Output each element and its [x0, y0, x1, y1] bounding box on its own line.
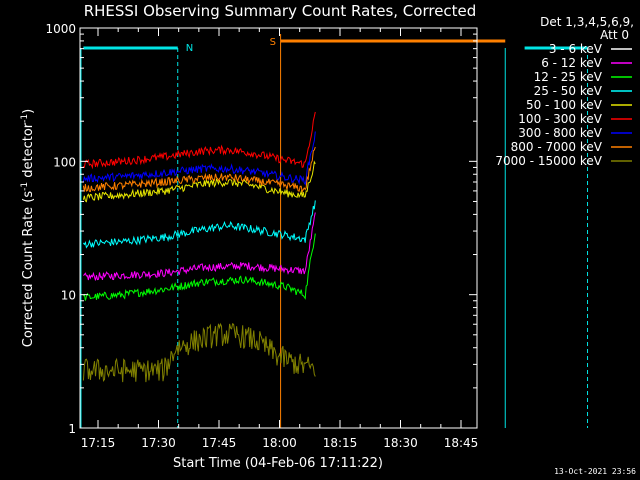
saa-flag-label: S	[270, 37, 276, 48]
series-line	[82, 281, 316, 380]
plot-frame	[79, 27, 478, 429]
series-line	[83, 233, 316, 301]
series-line	[82, 200, 316, 249]
y-tick-label: 10	[61, 289, 76, 303]
x-tick-label: 17:45	[202, 436, 237, 450]
y-tick-label: 1000	[45, 22, 76, 36]
series-layer	[82, 111, 316, 383]
chart-title: RHESSI Observing Summary Count Rates, Co…	[84, 2, 477, 20]
y-axis-label-part: Corrected Count Rate (s	[21, 191, 36, 348]
y-axis-label: Corrected Count Rate (s-1 detector-1)	[20, 109, 36, 347]
legend-label: 3 - 6 keV	[549, 42, 603, 56]
x-tick-label: 18:00	[262, 436, 297, 450]
legend-header-line1: Det 1,3,4,5,6,9,	[540, 15, 634, 29]
y-tick-label: 1	[68, 422, 76, 436]
legend-label: 300 - 800 keV	[518, 126, 602, 140]
x-tick-label: 18:30	[383, 436, 418, 450]
y-axis-label-part: detector	[21, 122, 36, 182]
legend-label: 25 - 50 keV	[534, 84, 603, 98]
axes-layer: 17:15 17:30 17:45 18:00 18:15 18:30 18:45 1 10 10…	[45, 22, 478, 450]
series-line	[83, 111, 316, 170]
x-tick-label: 17:15	[81, 436, 116, 450]
legend-label: 12 - 25 keV	[534, 70, 603, 84]
legend-label: 50 - 100 keV	[526, 98, 603, 112]
series-line	[82, 131, 316, 186]
x-axis-label: Start Time (04-Feb-06 17:11:22)	[173, 456, 383, 471]
x-tick-label: 17:30	[141, 436, 176, 450]
legend-label: 6 - 12 keV	[541, 56, 603, 70]
series-line	[82, 160, 316, 203]
x-tick-label: 18:45	[444, 436, 479, 450]
y-tick-label: 100	[53, 155, 76, 169]
y-axis-label-sup: -1	[20, 182, 30, 191]
y-axis-label-sup: -1	[20, 114, 30, 123]
series-line	[82, 146, 316, 194]
x-tick-label: 18:15	[323, 436, 358, 450]
legend-label: 800 - 7000 keV	[511, 140, 603, 154]
legend-label: 100 - 300 keV	[518, 112, 602, 126]
legend-header-line2: Att 0	[600, 28, 629, 42]
y-axis-label-part: )	[21, 109, 36, 114]
series-line	[83, 212, 316, 281]
night-flag-label: N	[186, 43, 193, 54]
series-line	[82, 322, 316, 383]
legend-label: 7000 - 15000 keV	[495, 154, 602, 168]
footer-date: 13-Oct-2021 23:56	[554, 467, 636, 476]
